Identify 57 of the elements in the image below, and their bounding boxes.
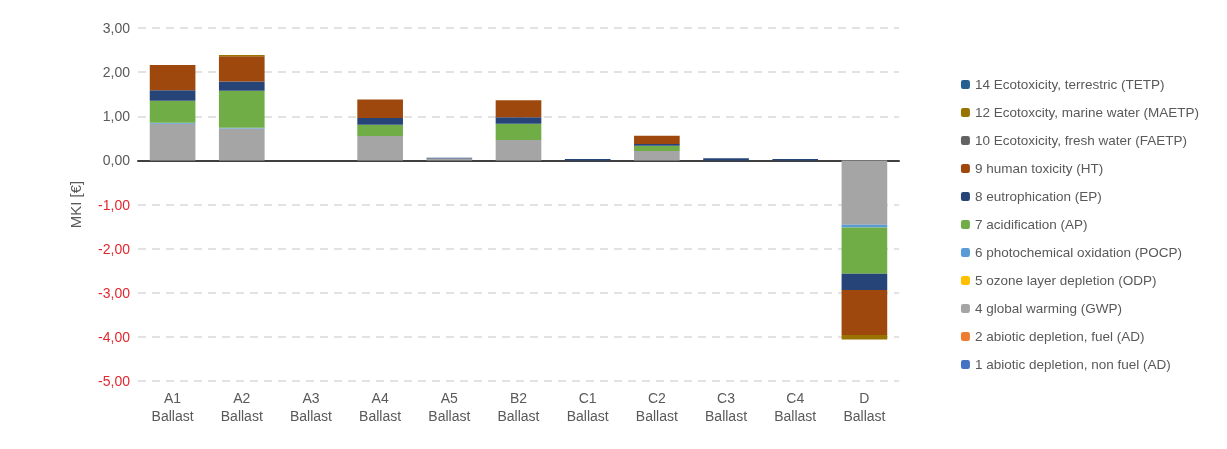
legend-label: 8 eutrophication (EP): [974, 189, 1102, 204]
y-tick-label: -3,00: [98, 284, 131, 301]
bar: [634, 135, 680, 145]
legend-label: 14 Ecotoxicity, terrestric (TETP): [974, 77, 1165, 92]
y-tick-label: 1,00: [102, 108, 131, 125]
y-tick-label: 0,00: [102, 152, 131, 169]
bar: [149, 100, 196, 123]
bar: [495, 123, 542, 141]
bar: [703, 158, 749, 161]
bar: [841, 227, 888, 274]
bar: [357, 124, 403, 137]
legend-label: 7 acidification (AP): [974, 217, 1088, 232]
legend-label: 12 Ecotoxcity, marine water (MAETP): [974, 105, 1199, 120]
bar: [218, 56, 265, 82]
bar: [218, 90, 265, 128]
legend-label: 10 Ecotoxicity, fresh water (FAETP): [974, 133, 1188, 148]
bar: [495, 117, 542, 124]
bar: [218, 128, 265, 161]
bar: [634, 151, 680, 161]
bar: [357, 99, 403, 119]
bar: [841, 290, 888, 336]
x-tick-label: C3 Ballast: [705, 390, 748, 424]
bar: [841, 160, 888, 225]
bar: [495, 100, 542, 118]
x-tick-label: C1 Ballast: [566, 390, 609, 424]
x-tick-label: B2 Ballast: [497, 390, 540, 424]
y-tick-label: -1,00: [98, 196, 131, 213]
bar: [149, 90, 196, 101]
y-axis-title: MKI [€]: [67, 180, 84, 229]
x-tick-label: A5 Ballast: [428, 390, 471, 424]
legend-label: 1 abiotic depletion, non fuel (AD): [974, 357, 1171, 372]
x-tick-label: C4 Ballast: [774, 390, 817, 424]
x-tick-label: D Ballast: [843, 390, 886, 424]
x-tick-label: A3 Ballast: [289, 390, 333, 424]
bar: [149, 123, 196, 161]
legend-label: 6 photochemical oxidation (POCP): [974, 245, 1183, 260]
x-tick-label: C2 Ballast: [635, 390, 678, 424]
y-tick-label: -5,00: [98, 373, 131, 389]
bar: [841, 335, 888, 340]
bar: [218, 81, 265, 91]
bar: [495, 140, 542, 161]
x-tick-label: A4 Ballast: [359, 390, 402, 424]
legend-label: 4 global warming (GWP): [974, 301, 1122, 316]
legend-label: 2 abiotic depletion, fuel (AD): [974, 329, 1145, 344]
y-tick-label: 3,00: [102, 20, 131, 36]
legend-label: 9 human toxicity (HT): [974, 161, 1104, 176]
y-tick-label: -4,00: [98, 328, 131, 345]
bar: [841, 273, 888, 291]
x-tick-label: A2 Ballast: [220, 390, 263, 424]
legend-label: 5 ozone layer depletion (ODP): [974, 273, 1157, 288]
x-tick-label: A1 Ballast: [151, 390, 194, 424]
bar: [357, 136, 403, 161]
bar: [634, 145, 680, 152]
y-tick-label: 2,00: [102, 64, 131, 81]
bar: [149, 65, 196, 91]
bar: [357, 118, 403, 125]
y-tick-label: -2,00: [98, 240, 131, 257]
